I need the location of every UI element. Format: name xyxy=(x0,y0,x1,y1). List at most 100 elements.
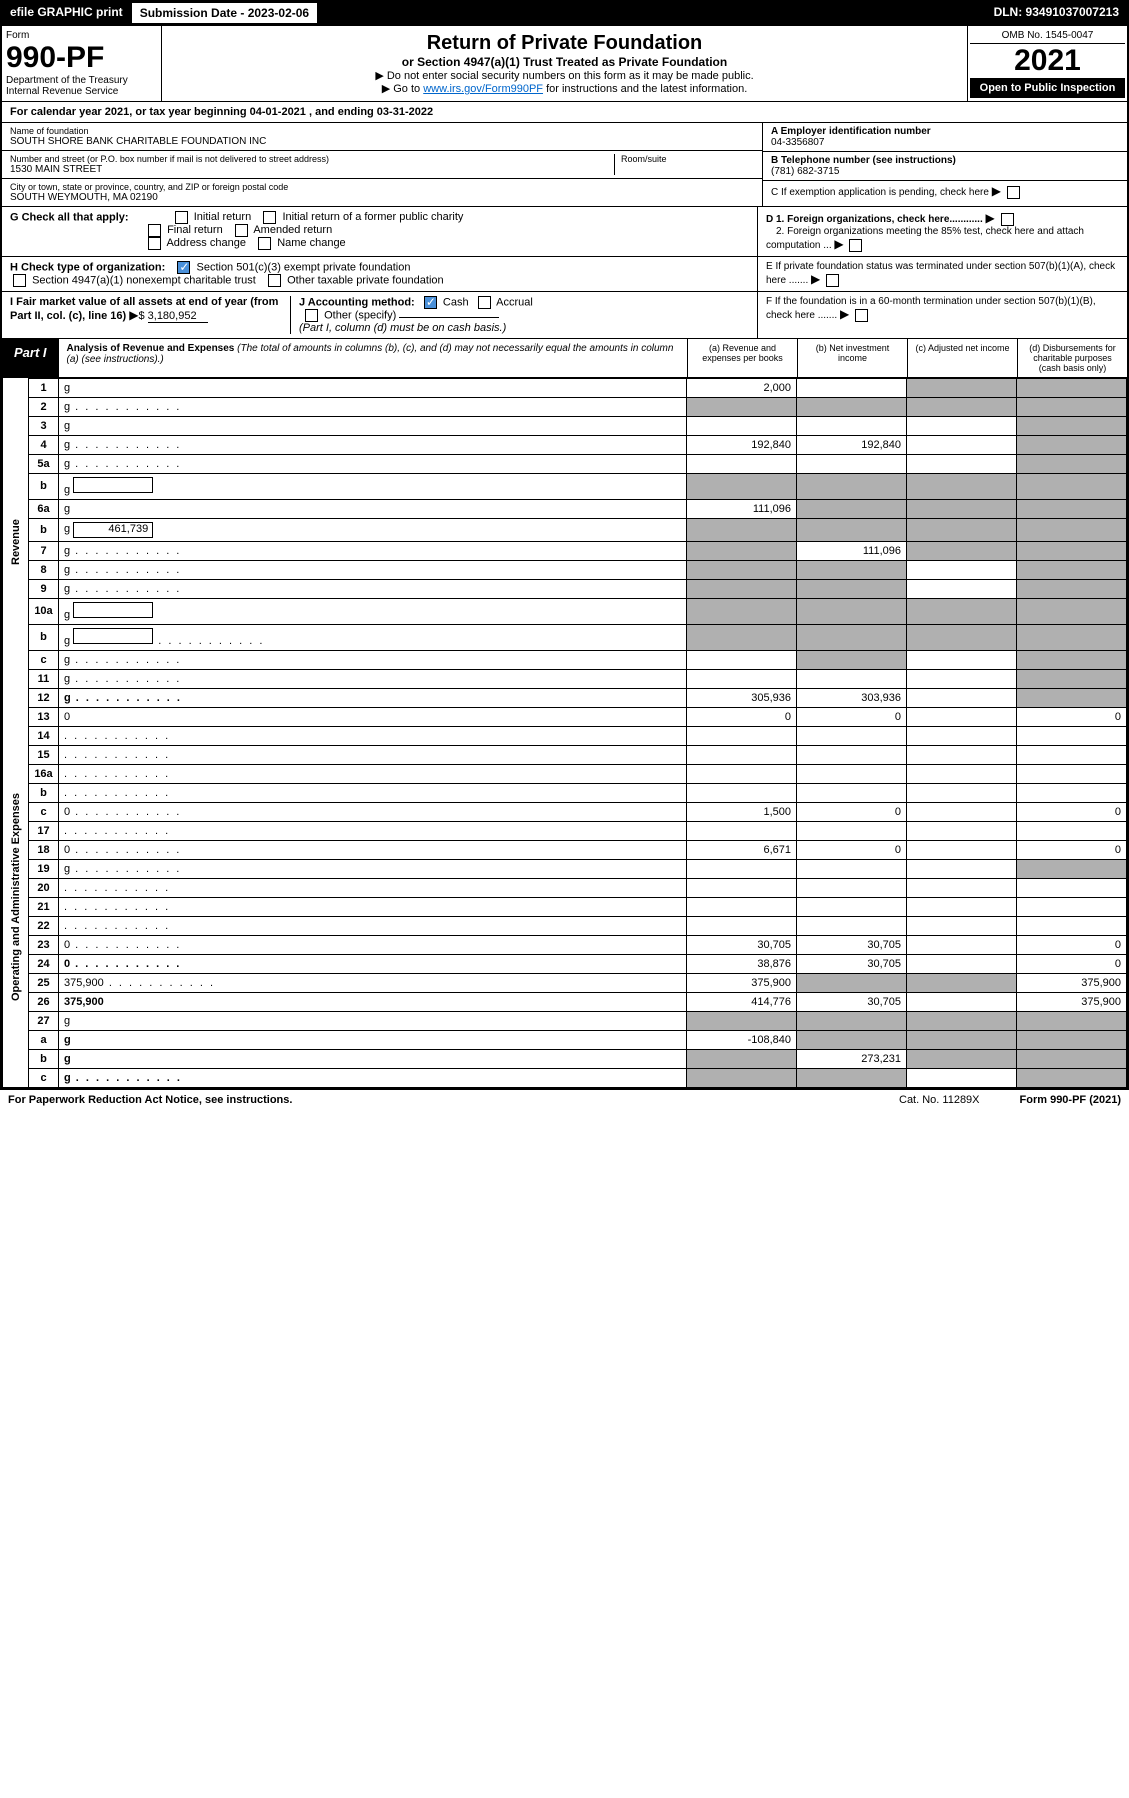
table-row: Revenue1g2,000 xyxy=(3,378,1127,397)
j-accrual-check[interactable] xyxy=(478,296,491,309)
e-check[interactable] xyxy=(826,274,839,287)
cell-gray xyxy=(797,473,907,499)
e-section: E If private foundation status was termi… xyxy=(757,257,1127,291)
cell-value xyxy=(907,435,1017,454)
line-no: 3 xyxy=(29,416,59,435)
cell-gray xyxy=(907,598,1017,624)
j-label: J Accounting method: xyxy=(299,296,415,308)
cell-gray xyxy=(907,473,1017,499)
cell-value xyxy=(907,579,1017,598)
dln: DLN: 93491037007213 xyxy=(986,2,1127,24)
line-desc: g xyxy=(59,579,687,598)
table-row: bg xyxy=(3,473,1127,499)
table-row: 7g111,096 xyxy=(3,541,1127,560)
cell-gray xyxy=(1017,1011,1127,1030)
i-section: I Fair market value of all assets at end… xyxy=(10,296,290,334)
table-row: b xyxy=(3,783,1127,802)
line-desc: 0 xyxy=(59,840,687,859)
line-desc: g xyxy=(59,598,687,624)
line-desc: g xyxy=(59,650,687,669)
table-row: 23030,70530,7050 xyxy=(3,935,1127,954)
line-no: 8 xyxy=(29,560,59,579)
d2-check[interactable] xyxy=(849,239,862,252)
c-checkbox[interactable] xyxy=(1007,186,1020,199)
cell-value xyxy=(687,916,797,935)
cell-value xyxy=(797,745,907,764)
table-row: 5ag xyxy=(3,454,1127,473)
cell-value xyxy=(907,935,1017,954)
phone-label: B Telephone number (see instructions) xyxy=(771,155,1119,166)
j-other-check[interactable] xyxy=(305,309,318,322)
side-label: Revenue xyxy=(3,378,29,707)
instr-2: ▶ Go to www.irs.gov/Form990PF for instru… xyxy=(168,82,961,95)
cell-gray xyxy=(907,499,1017,518)
cell-gray xyxy=(687,560,797,579)
efile-label[interactable]: efile GRAPHIC print xyxy=(2,2,131,24)
city-cell: City or town, state or province, country… xyxy=(2,179,762,206)
g-section: G Check all that apply: Initial return I… xyxy=(2,207,757,256)
h-other-check[interactable] xyxy=(268,274,281,287)
line-desc: g xyxy=(59,1049,687,1068)
line-desc: 375,900 xyxy=(59,973,687,992)
j-other-line xyxy=(399,317,499,318)
line-desc xyxy=(59,821,687,840)
table-row: 1806,67100 xyxy=(3,840,1127,859)
g-opt-5: Name change xyxy=(277,237,346,249)
line-no: 25 xyxy=(29,973,59,992)
amended-check[interactable] xyxy=(235,224,248,237)
dept: Department of the Treasury xyxy=(6,75,157,86)
name-change-check[interactable] xyxy=(258,237,271,250)
part1-table: Revenue1g2,0002g3g4g192,840192,8405agbg … xyxy=(2,378,1127,1088)
line-no: b xyxy=(29,624,59,650)
cell-value: 38,876 xyxy=(687,954,797,973)
cell-gray xyxy=(907,1049,1017,1068)
initial-former-check[interactable] xyxy=(263,211,276,224)
cell-gray xyxy=(907,378,1017,397)
line-desc: 0 xyxy=(59,707,687,726)
cell-gray xyxy=(687,624,797,650)
line-no: 1 xyxy=(29,378,59,397)
line-desc: 0 xyxy=(59,935,687,954)
city-label: City or town, state or province, country… xyxy=(10,182,754,192)
cell-gray xyxy=(1017,560,1127,579)
table-row: 21 xyxy=(3,897,1127,916)
cell-gray xyxy=(1017,1049,1127,1068)
h-501c3-check[interactable] xyxy=(177,261,190,274)
cell-gray xyxy=(797,560,907,579)
final-return-check[interactable] xyxy=(148,224,161,237)
j-cash-check[interactable] xyxy=(424,296,437,309)
cell-value: 0 xyxy=(687,707,797,726)
cell-gray xyxy=(1017,454,1127,473)
c-label: C If exemption application is pending, c… xyxy=(771,187,989,198)
cell-value xyxy=(687,726,797,745)
h-4947-check[interactable] xyxy=(13,274,26,287)
form-right: OMB No. 1545-0047 2021 Open to Public In… xyxy=(967,26,1127,101)
address-change-check[interactable] xyxy=(148,237,161,250)
table-row: 12g305,936303,936 xyxy=(3,688,1127,707)
line-desc: g xyxy=(59,1068,687,1087)
cell-value xyxy=(907,954,1017,973)
cell-gray xyxy=(1017,688,1127,707)
line-desc: g xyxy=(59,688,687,707)
submission-date: Submission Date - 2023-02-06 xyxy=(131,2,318,24)
instr-link[interactable]: www.irs.gov/Form990PF xyxy=(423,83,543,95)
cell-value xyxy=(687,764,797,783)
d1-check[interactable] xyxy=(1001,213,1014,226)
initial-return-check[interactable] xyxy=(175,211,188,224)
cell-value xyxy=(687,745,797,764)
line-desc: g xyxy=(59,499,687,518)
cell-value xyxy=(907,802,1017,821)
cell-value xyxy=(797,416,907,435)
cell-gray xyxy=(1017,650,1127,669)
cell-value xyxy=(1017,897,1127,916)
cell-value xyxy=(1017,726,1127,745)
line-no: c xyxy=(29,1068,59,1087)
foundation-name: SOUTH SHORE BANK CHARITABLE FOUNDATION I… xyxy=(10,136,754,147)
cell-value xyxy=(907,897,1017,916)
f-check[interactable] xyxy=(855,309,868,322)
line-no: 16a xyxy=(29,764,59,783)
j-section: J Accounting method: Cash Accrual Other … xyxy=(290,296,749,334)
form-number: 990-PF xyxy=(6,41,157,75)
cell-gray xyxy=(1017,624,1127,650)
cell-value xyxy=(1017,745,1127,764)
